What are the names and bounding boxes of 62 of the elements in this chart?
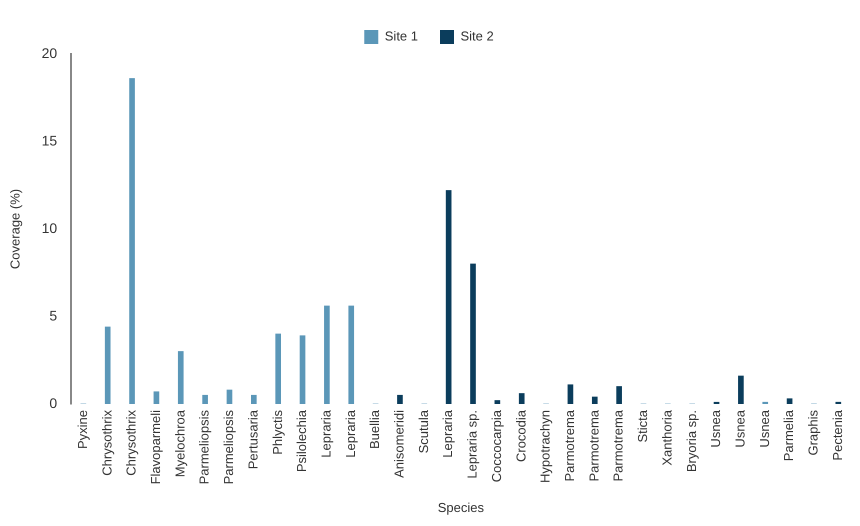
y-tick-label: 10 [42, 220, 58, 236]
bar [250, 394, 257, 404]
x-tick-label: Usnea [708, 409, 724, 448]
legend-label: Site 1 [384, 28, 418, 44]
x-axis-title: Species [438, 500, 484, 515]
x-tick-label: Psilolechia [294, 409, 310, 472]
x-tick-label: Anisomeridi [392, 410, 407, 478]
x-tick-label: Parmeliopsis [196, 409, 212, 484]
bar [324, 306, 330, 404]
bar [202, 394, 208, 404]
bar [738, 376, 744, 404]
x-tick-label: Hypotrachyn [538, 410, 553, 483]
y-tick-label: 15 [42, 132, 58, 148]
bar [129, 78, 135, 404]
x-tick-label: Usnea [756, 409, 772, 448]
x-tick-label: Buellia [367, 409, 382, 450]
y-tick-label: 20 [42, 44, 58, 61]
legend-label: Site 2 [460, 28, 494, 44]
x-tick-label: Parmelia [781, 409, 796, 462]
bar [397, 394, 403, 404]
y-tick-label: 5 [49, 307, 58, 324]
x-tick-label: Phlyctis [270, 409, 285, 455]
x-tick-label: Chrysothrix [124, 410, 139, 476]
y-tick-label: 0 [49, 394, 58, 411]
bar [568, 384, 574, 404]
x-tick-label: Scutula [416, 409, 431, 454]
x-tick-label: Coccocarpia [488, 409, 504, 482]
x-tick-label: Bryoria sp. [684, 410, 699, 472]
x-tick-label: Parmotrema [610, 409, 626, 482]
bar [592, 396, 598, 404]
bar [154, 391, 160, 404]
bar [178, 351, 184, 404]
x-tick-label: Lepraria sp. [464, 410, 480, 479]
bar [275, 334, 282, 404]
x-tick-label: Lepraria [440, 409, 456, 458]
x-tick-label: Pectenia [830, 409, 845, 461]
x-tick-label: Myelochroa [172, 409, 188, 478]
x-tick-label: Parmotrema [586, 409, 602, 482]
bar [518, 393, 525, 404]
bar [300, 335, 306, 404]
bar [786, 398, 792, 404]
bar [104, 326, 111, 404]
x-tick-label: Sticta [635, 409, 650, 442]
x-tick-label: Crocodia [513, 409, 528, 462]
x-tick-label: Flavoparmeli [148, 410, 163, 484]
x-tick-label: Lepraria [342, 409, 358, 458]
bar [470, 264, 476, 404]
x-tick-label: Parmeliopsis [221, 409, 236, 484]
bar [494, 400, 500, 404]
x-tick-label: Xanthoria [659, 409, 674, 466]
y-axis-title: Coverage (%) [7, 188, 22, 270]
x-tick-label: Lepraria [318, 409, 334, 458]
x-tick-label: Graphis [806, 410, 821, 456]
x-tick-label: Chrysothrix [99, 410, 114, 476]
x-tick-label: Pertusaria [245, 409, 260, 470]
bar [226, 390, 232, 404]
bar [348, 306, 354, 404]
bar [616, 386, 622, 404]
x-tick-label: Parmotrema [562, 409, 577, 482]
bar [446, 190, 452, 404]
x-tick-label: Usnea [732, 409, 748, 448]
x-tick-label: Pyxine [74, 410, 90, 450]
